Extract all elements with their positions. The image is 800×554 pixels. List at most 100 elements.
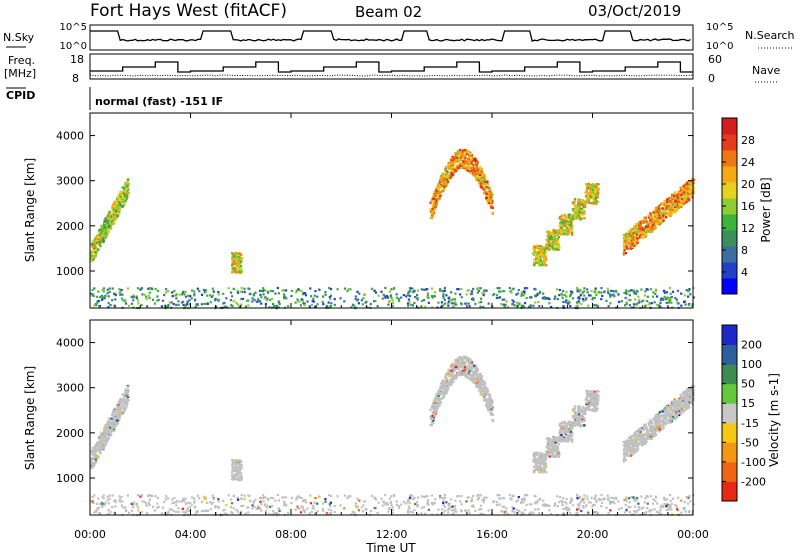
power-cell — [653, 301, 656, 304]
velocity-cell — [439, 391, 442, 394]
power-cell — [543, 261, 546, 264]
power-cell — [440, 178, 443, 181]
power-cell — [477, 170, 480, 173]
power-cell — [108, 222, 111, 225]
power-cell — [650, 230, 653, 233]
power-cell — [586, 288, 589, 291]
power-cell — [265, 299, 269, 302]
power-cell — [646, 295, 649, 298]
power-cell — [436, 192, 439, 195]
power-cell — [316, 295, 319, 298]
velocity-cell — [474, 371, 477, 374]
power-cell — [236, 289, 239, 292]
power-cell — [447, 300, 451, 303]
power-cell — [480, 186, 483, 189]
power-cell — [237, 260, 240, 263]
velocity-cell — [484, 385, 487, 389]
power-cell — [607, 291, 610, 294]
velocity-cell — [118, 411, 121, 414]
velocity-cell — [441, 379, 444, 383]
power-cell — [578, 301, 581, 304]
velocity-cell — [122, 407, 125, 411]
power-cell — [677, 194, 680, 198]
power-cell — [126, 177, 129, 181]
power-cell — [93, 287, 96, 290]
velocity-cell — [459, 371, 462, 375]
velocity-cell — [124, 402, 127, 406]
power-cell — [536, 259, 539, 262]
power-cell — [230, 295, 234, 298]
power-cell — [475, 163, 479, 167]
velocity-cell — [233, 466, 236, 469]
power-cell — [645, 288, 648, 291]
power-cell — [520, 293, 523, 296]
power-cell — [542, 264, 545, 267]
power-cell — [589, 192, 592, 195]
power-cell — [577, 206, 581, 209]
power-cell — [586, 195, 589, 199]
power-cell — [652, 211, 655, 214]
power-cell — [324, 290, 327, 294]
power-cell — [639, 221, 642, 225]
power-cell — [607, 305, 610, 308]
power-cell — [657, 208, 660, 211]
velocity-cell — [452, 365, 455, 368]
power-cell — [472, 166, 475, 169]
power-cell — [123, 193, 127, 196]
power-cell — [661, 203, 664, 206]
power-cell — [115, 201, 118, 204]
power-cell — [683, 202, 686, 206]
power-cell — [251, 300, 254, 303]
power-cell — [594, 187, 597, 190]
velocity-cell — [469, 374, 472, 377]
power-cell — [452, 302, 456, 305]
power-cell — [690, 189, 693, 192]
velocity-cell — [468, 370, 471, 373]
power-cell — [232, 271, 235, 274]
power-cell — [476, 166, 479, 169]
power-cell — [593, 194, 596, 197]
power-cell — [561, 230, 564, 233]
power-cell — [482, 305, 485, 309]
velocity-cell — [589, 403, 593, 407]
power-cell — [662, 217, 665, 220]
power-cell — [635, 229, 639, 232]
power-cell — [256, 300, 259, 303]
power-cell — [210, 295, 213, 299]
power-cell — [628, 234, 631, 237]
power-cell — [587, 187, 590, 191]
power-cell — [140, 303, 143, 307]
power-cell — [655, 207, 658, 210]
power-cell — [567, 299, 570, 302]
power-cell — [641, 232, 644, 235]
power-cell — [234, 255, 238, 258]
power-cell — [630, 243, 634, 246]
velocity-cell — [104, 424, 107, 427]
power-cell — [571, 233, 574, 236]
velocity-cell — [124, 398, 127, 401]
power-cell — [656, 215, 659, 218]
power-cell — [457, 164, 460, 168]
power-cell — [238, 270, 241, 274]
power-cell — [472, 163, 475, 167]
power-cell — [557, 248, 561, 251]
power-cell — [673, 205, 677, 209]
power-cell — [629, 228, 632, 231]
power-cell — [669, 206, 672, 209]
power-cell — [562, 289, 565, 293]
power-cell — [622, 253, 625, 256]
power-cell — [624, 252, 628, 255]
power-cell — [597, 190, 600, 193]
velocity-cell — [482, 395, 485, 398]
power-cell — [188, 299, 191, 302]
velocity-cell — [579, 425, 582, 428]
power-cell — [118, 288, 121, 291]
velocity-cell — [120, 400, 123, 404]
power-cell — [348, 288, 351, 291]
power-cell — [327, 301, 330, 304]
power-cell — [624, 246, 627, 249]
power-cell — [413, 290, 416, 293]
power-cell — [112, 211, 115, 214]
power-cell — [430, 287, 433, 290]
power-cell — [578, 297, 581, 300]
